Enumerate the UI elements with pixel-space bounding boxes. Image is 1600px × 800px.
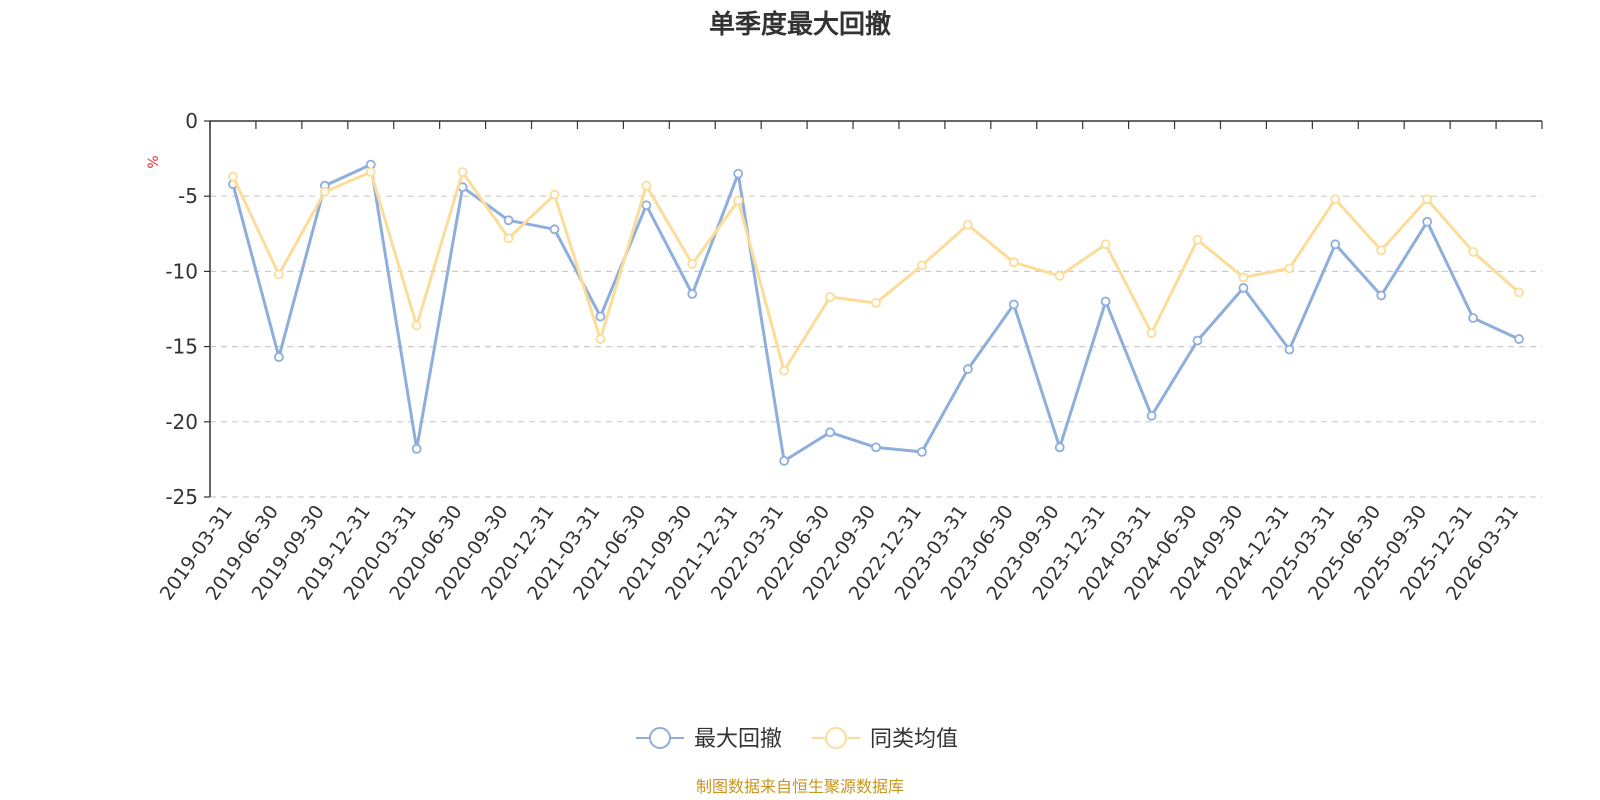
data-point[interactable] xyxy=(1330,194,1341,205)
source-note: 制图数据来自恒生聚源数据库 xyxy=(696,777,904,796)
y-tick-label: -15 xyxy=(165,335,198,359)
data-point[interactable] xyxy=(1330,239,1341,250)
data-point[interactable] xyxy=(1514,287,1524,298)
legend-circle-icon xyxy=(825,727,847,749)
data-point[interactable] xyxy=(1468,313,1479,323)
data-point[interactable] xyxy=(365,167,376,178)
data-point[interactable] xyxy=(917,260,927,271)
data-point[interactable] xyxy=(1422,216,1433,227)
data-point[interactable] xyxy=(1284,263,1295,274)
data-point[interactable] xyxy=(1100,296,1111,307)
data-point[interactable] xyxy=(1376,245,1387,256)
data-point[interactable] xyxy=(1192,234,1203,245)
data-point[interactable] xyxy=(917,446,927,457)
data-point[interactable] xyxy=(503,215,514,226)
data-point[interactable] xyxy=(825,427,835,438)
data-point[interactable] xyxy=(779,456,790,466)
data-point[interactable] xyxy=(319,186,330,197)
data-point[interactable] xyxy=(503,233,514,244)
data-point[interactable] xyxy=(273,352,284,363)
data-point[interactable] xyxy=(1146,328,1157,338)
legend-label: 同类均值 xyxy=(870,727,958,752)
legend-item[interactable]: 最大回撤 xyxy=(636,727,782,752)
y-axis-unit: % xyxy=(146,155,162,168)
data-point[interactable] xyxy=(1054,271,1065,281)
series-line xyxy=(231,163,1520,463)
data-point[interactable] xyxy=(595,311,606,322)
data-point[interactable] xyxy=(457,167,468,178)
y-tick-label: 0 xyxy=(185,109,198,133)
y-tick-label: -20 xyxy=(165,410,198,434)
y-tick-label: -25 xyxy=(165,485,198,509)
data-point[interactable] xyxy=(1100,239,1111,250)
data-point[interactable] xyxy=(962,364,973,375)
data-point[interactable] xyxy=(641,200,652,211)
data-point[interactable] xyxy=(228,171,238,182)
data-point[interactable] xyxy=(962,219,973,230)
data-point[interactable] xyxy=(641,180,652,191)
data-point[interactable] xyxy=(1008,257,1019,268)
data-point[interactable] xyxy=(1238,283,1249,293)
data-point[interactable] xyxy=(411,320,422,331)
data-point[interactable] xyxy=(1146,410,1157,421)
data-point[interactable] xyxy=(779,365,790,376)
series-1 xyxy=(228,167,1524,376)
data-point[interactable] xyxy=(871,442,881,453)
legend[interactable]: 最大回撤 同类均值 xyxy=(636,727,958,752)
data-point[interactable] xyxy=(1468,246,1479,257)
data-point[interactable] xyxy=(687,289,698,299)
series-0 xyxy=(228,159,1524,466)
data-point[interactable] xyxy=(687,258,698,269)
y-tick-label: -5 xyxy=(178,184,198,208)
data-point[interactable] xyxy=(1054,442,1065,453)
data-point[interactable] xyxy=(549,189,560,200)
data-point[interactable] xyxy=(1422,194,1433,205)
data-point[interactable] xyxy=(411,443,422,454)
chart-title: 单季度最大回撤 xyxy=(709,9,891,40)
y-axis-ticks: 0 -5 -10 -15 -20 -25 xyxy=(165,109,210,509)
axes xyxy=(209,120,1542,497)
data-point[interactable] xyxy=(1192,335,1203,346)
data-point[interactable] xyxy=(549,224,560,235)
series-group xyxy=(228,159,1524,466)
data-point[interactable] xyxy=(273,269,284,280)
legend-label: 最大回撤 xyxy=(694,727,782,752)
data-point[interactable] xyxy=(1514,334,1524,344)
data-point[interactable] xyxy=(1238,272,1249,283)
data-point[interactable] xyxy=(595,334,606,344)
legend-circle-icon xyxy=(649,727,671,749)
data-point[interactable] xyxy=(871,298,881,308)
data-point[interactable] xyxy=(1008,299,1019,310)
data-point[interactable] xyxy=(1284,344,1295,355)
data-point[interactable] xyxy=(733,195,744,206)
legend-item[interactable]: 同类均值 xyxy=(812,727,958,752)
data-point[interactable] xyxy=(1376,290,1387,301)
y-tick-label: -10 xyxy=(165,259,198,283)
x-axis-ticks: 2019-03-312019-06-302019-09-302019-12-31… xyxy=(156,121,1543,604)
data-point[interactable] xyxy=(733,168,744,179)
data-point[interactable] xyxy=(825,292,835,302)
